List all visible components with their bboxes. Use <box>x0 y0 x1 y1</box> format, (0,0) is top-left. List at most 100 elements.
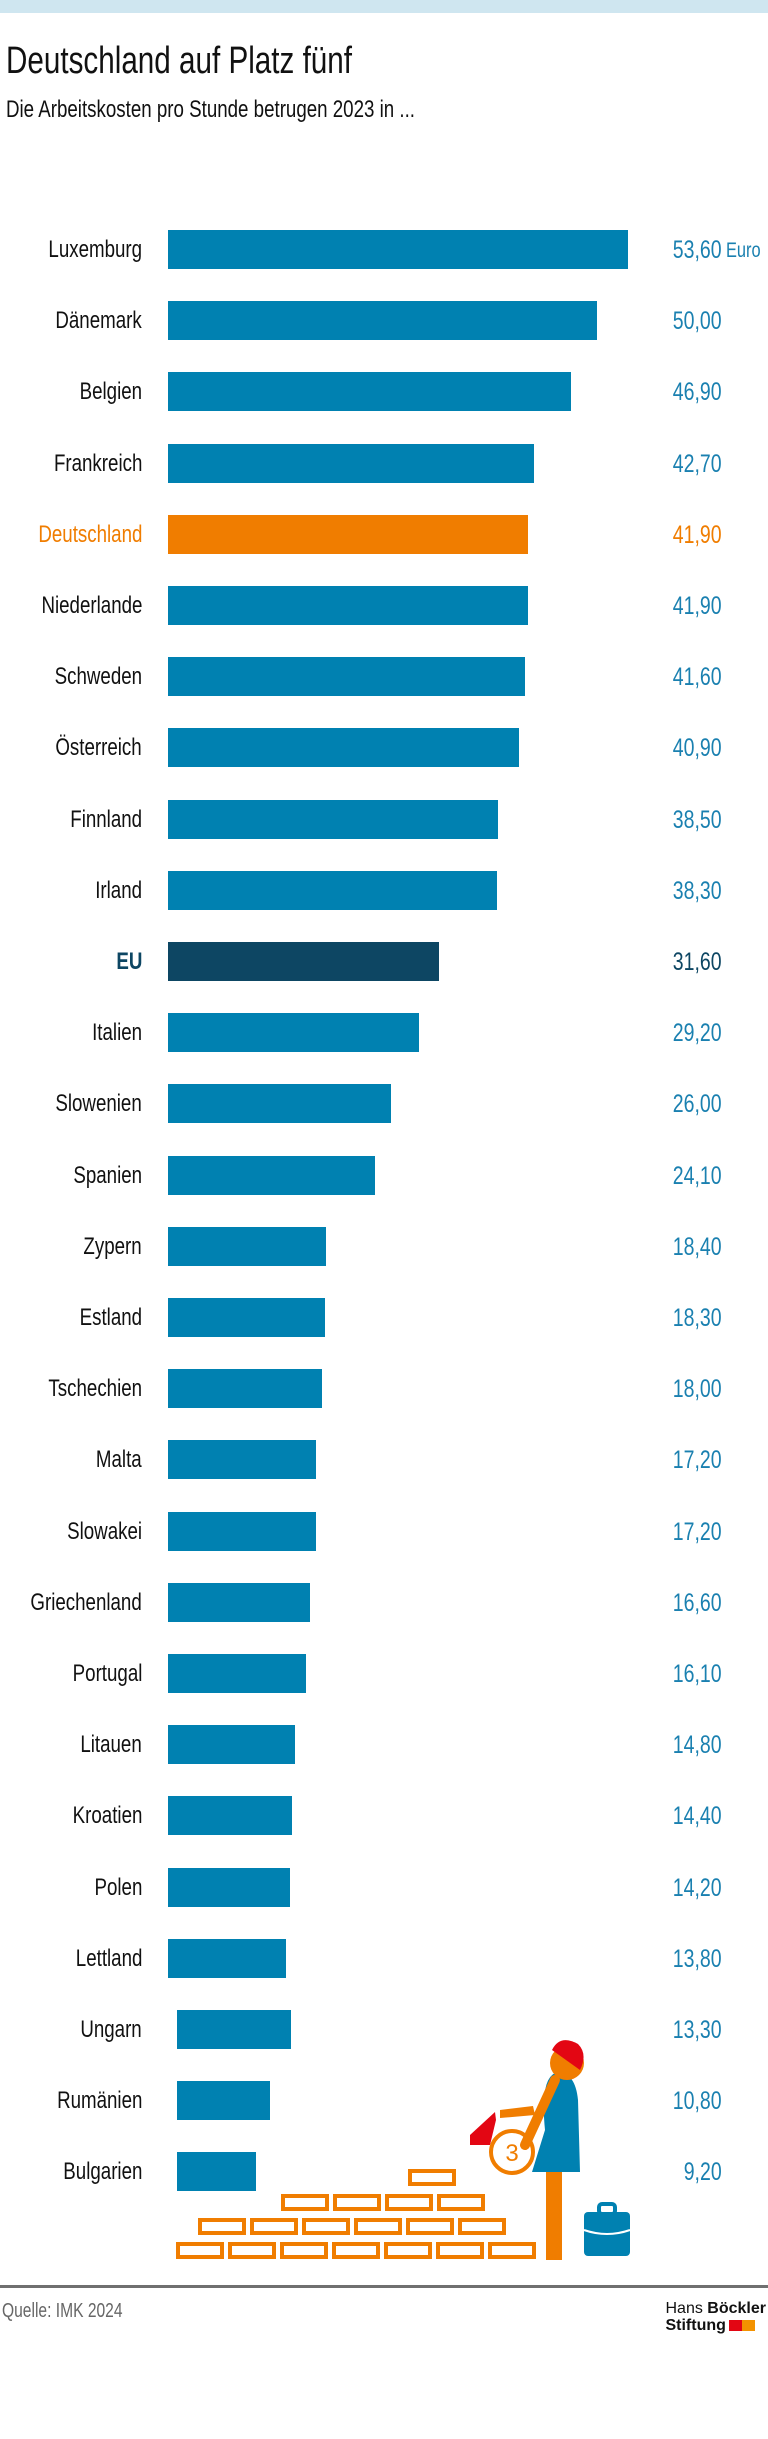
source-note: Quelle: IMK 2024 <box>2 2300 157 2323</box>
bar-row: Litauen 14,80 <box>0 1725 768 1765</box>
category-label: Zypern <box>83 1232 142 1260</box>
bar <box>168 514 528 554</box>
value-label: 40,90 <box>673 734 722 763</box>
logo-text-line2: Stiftung <box>665 2317 726 2334</box>
bar-row: EU 31,60 <box>0 942 768 982</box>
category-label: Niederlande <box>41 592 142 619</box>
source-text: Quelle: IMK 2024 <box>2 2300 123 2322</box>
bar <box>168 1226 326 1266</box>
value-label: 41,90 <box>673 592 722 620</box>
bar <box>168 1582 311 1622</box>
baseline-divider <box>0 2285 768 2288</box>
bar-row: Malta 17,20 <box>0 1440 768 1480</box>
bar <box>177 2010 292 2049</box>
bar-row: Schweden 41,60 <box>0 657 768 697</box>
bar-row: Slowenien 26,00 <box>0 1084 768 1124</box>
category-label: Malta <box>96 1446 142 1474</box>
bar-row: Irland 38,30 <box>0 870 768 911</box>
bar <box>168 1938 287 1978</box>
value-label: 18,00 <box>673 1375 722 1404</box>
category-label: Dänemark <box>55 307 142 335</box>
category-label: Bulgarien <box>62 2158 142 2186</box>
title-text: Deutschland auf Platz fünf <box>6 40 353 82</box>
bar-row: Tschechien 18,00 <box>0 1369 768 1409</box>
value-label: 14,80 <box>673 1731 722 1760</box>
bar-row: Polen 14,20 <box>0 1867 768 1908</box>
bricks-icon <box>176 2169 536 2259</box>
category-label: Irland <box>95 876 142 904</box>
subtitle: Die Arbeitskosten pro Stunde betrugen 20… <box>6 96 530 124</box>
bar <box>177 2081 270 2121</box>
value-label: 29,20 <box>673 1019 722 1048</box>
bar-row: Portugal 16,10 <box>0 1654 768 1694</box>
svg-text:3: 3 <box>505 2140 518 2167</box>
category-label: Luxemburg <box>48 236 142 263</box>
bar <box>168 942 440 981</box>
value-label: 46,90 <box>673 378 722 407</box>
bar-row: Finnland 38,50 <box>0 799 768 840</box>
value-label: 31,60 <box>673 948 722 976</box>
bar-row: Niederlande 41,90 <box>0 586 768 626</box>
value-label: 50,00 <box>673 307 722 336</box>
hans-boeckler-stiftung-logo: Hans Böckler Stiftung <box>665 2300 766 2334</box>
category-label: Tschechien <box>48 1375 142 1403</box>
bar-row: Griechenland 16,60 <box>0 1582 768 1623</box>
category-label: Litauen <box>80 1731 142 1759</box>
bricklayer-illustration: 3 <box>176 2040 631 2260</box>
category-label: EU <box>115 948 142 975</box>
bar <box>168 1013 419 1053</box>
bar-row: Slowakei 17,20 <box>0 1511 768 1552</box>
bar-row: Zypern 18,40 <box>0 1226 768 1267</box>
value-label: 10,80 <box>673 2087 722 2116</box>
value-label: 38,30 <box>673 876 722 905</box>
bar <box>168 1084 392 1124</box>
value-label: 14,40 <box>673 1802 722 1831</box>
bar-row: Spanien 24,10 <box>0 1155 768 1196</box>
bar-row: Luxemburg 53,60 Euro <box>0 230 768 270</box>
bar <box>168 1725 295 1765</box>
value-label: 9,20 <box>684 2158 722 2187</box>
value-label: 13,80 <box>673 1944 722 1973</box>
category-label: Finnland <box>70 805 142 833</box>
value-label: 13,30 <box>673 2016 722 2044</box>
bar-row: Belgien 46,90 <box>0 372 768 412</box>
logo-text-bold: Böckler <box>707 2300 766 2317</box>
bar <box>168 443 535 483</box>
category-label: Portugal <box>72 1660 142 1687</box>
category-label: Ungarn <box>80 2016 142 2043</box>
bar-row: Bulgarien 9,20 <box>0 2152 768 2192</box>
bar <box>168 1155 375 1195</box>
briefcase-icon <box>583 2202 631 2256</box>
category-label: Kroatien <box>72 1802 142 1830</box>
top-band <box>0 0 768 13</box>
value-label: 18,40 <box>673 1232 722 1261</box>
value-label: 41,90 <box>673 520 722 549</box>
category-label: Belgien <box>79 378 142 406</box>
worker-icon: 3 <box>470 2040 584 2260</box>
bar-row: Kroatien 14,40 <box>0 1796 768 1836</box>
category-label: Schweden <box>54 663 142 691</box>
bar-row: Ungarn 13,30 <box>0 2010 768 2050</box>
bar <box>168 657 525 697</box>
bar <box>168 301 598 341</box>
bar-row: Lettland 13,80 <box>0 1938 768 1979</box>
category-label: Estland <box>79 1304 142 1331</box>
page-title: Deutschland auf Platz fünf <box>6 40 450 83</box>
category-label: Polen <box>94 1873 142 1901</box>
bar-row: Estland 18,30 <box>0 1298 768 1338</box>
bar <box>168 1298 326 1337</box>
bar <box>168 586 528 625</box>
value-label: 16,60 <box>673 1588 722 1617</box>
bar <box>168 1440 316 1480</box>
bar <box>168 728 519 768</box>
bar <box>177 2152 256 2192</box>
value-label: 53,60 <box>673 236 722 264</box>
category-label: Deutschland <box>37 520 142 548</box>
bar <box>168 230 628 269</box>
value-label: 17,20 <box>673 1446 722 1475</box>
logo-red-square-icon <box>728 2320 742 2331</box>
bar <box>168 870 497 910</box>
value-label: 14,20 <box>673 1873 722 1902</box>
bar <box>168 372 571 412</box>
bar <box>168 1796 292 1836</box>
